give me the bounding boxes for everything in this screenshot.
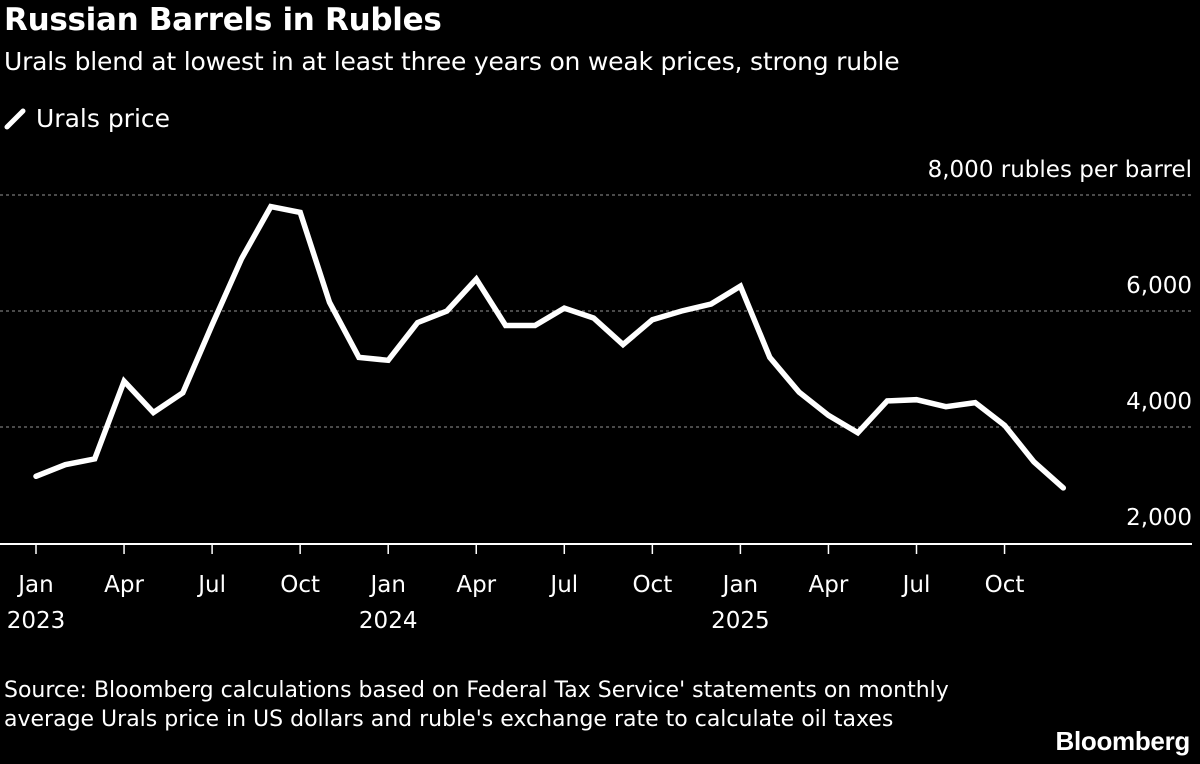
data-point: [298, 210, 303, 215]
data-point: [34, 474, 39, 479]
data-point: [621, 342, 626, 347]
data-point: [738, 284, 743, 289]
x-tick-label: Apr: [809, 572, 849, 598]
data-point: [1031, 459, 1036, 464]
series-line-urals-price: [33, 203, 1067, 491]
data-point: [650, 317, 655, 322]
data-point: [1002, 423, 1007, 428]
data-points: [34, 204, 1066, 490]
data-point: [767, 355, 772, 360]
data-point: [679, 309, 684, 314]
bloomberg-logo: Bloomberg: [1055, 726, 1190, 756]
data-point: [63, 462, 68, 467]
data-point: [533, 323, 538, 328]
data-point: [239, 256, 244, 261]
chart-title: Russian Barrels in Rubles: [4, 2, 442, 38]
x-tick-label: Oct: [985, 572, 1025, 598]
x-tick-year-label: 2024: [359, 608, 418, 634]
y-tick-labels: 8,000 rubles per barrel 6,000 4,000 2,000: [928, 157, 1192, 531]
data-point: [180, 390, 185, 395]
y-tick-label: 4,000: [1126, 389, 1192, 415]
source-note: Source: Bloomberg calculations based on …: [4, 678, 949, 732]
data-point: [503, 323, 508, 328]
x-tick-label: Oct: [632, 572, 672, 598]
data-point: [151, 410, 156, 415]
data-point: [415, 320, 420, 325]
data-point: [885, 398, 890, 403]
x-tick-labels: Jan 2023 Apr Jul Oct Jan 2024 Apr Jul Oct Jan 2025 A…: [7, 544, 1025, 634]
data-point: [386, 358, 391, 363]
data-point: [122, 379, 127, 384]
y-tick-label: 8,000 rubles per barrel: [928, 157, 1192, 183]
x-tick-label: Jul: [196, 572, 226, 598]
x-tick-label: Jul: [901, 572, 931, 598]
chart-subtitle: Urals blend at lowest in at least three …: [4, 47, 900, 76]
data-point: [797, 390, 802, 395]
x-tick-label: Jan: [368, 572, 405, 598]
legend-line-icon: [4, 108, 26, 129]
x-tick-label: Oct: [280, 572, 320, 598]
data-point: [356, 355, 361, 360]
data-point: [92, 456, 97, 461]
legend: Urals price: [4, 104, 170, 133]
data-point: [826, 413, 831, 418]
data-point: [1061, 485, 1066, 490]
data-point: [943, 404, 948, 409]
x-tick-label: Jan: [721, 572, 758, 598]
x-tick-label: Jan: [16, 572, 53, 598]
x-tick-year-label: 2025: [711, 608, 770, 634]
y-tick-label: 2,000: [1126, 505, 1192, 531]
x-tick-year-label: 2023: [7, 608, 66, 634]
data-point: [914, 397, 919, 402]
data-point: [973, 400, 978, 405]
x-tick-label: Apr: [104, 572, 144, 598]
grid-layer: [0, 194, 1192, 428]
data-point: [591, 316, 596, 321]
data-point: [855, 430, 860, 435]
data-point: [327, 300, 332, 305]
x-tick-label: Jul: [548, 572, 578, 598]
legend-label: Urals price: [36, 104, 171, 133]
data-point: [268, 204, 273, 209]
data-point: [562, 306, 567, 311]
data-point: [709, 302, 714, 307]
x-tick-label: Apr: [456, 572, 496, 598]
data-point: [210, 322, 215, 327]
data-point: [474, 277, 479, 282]
y-tick-label: 6,000: [1126, 273, 1192, 299]
data-point: [444, 309, 449, 314]
